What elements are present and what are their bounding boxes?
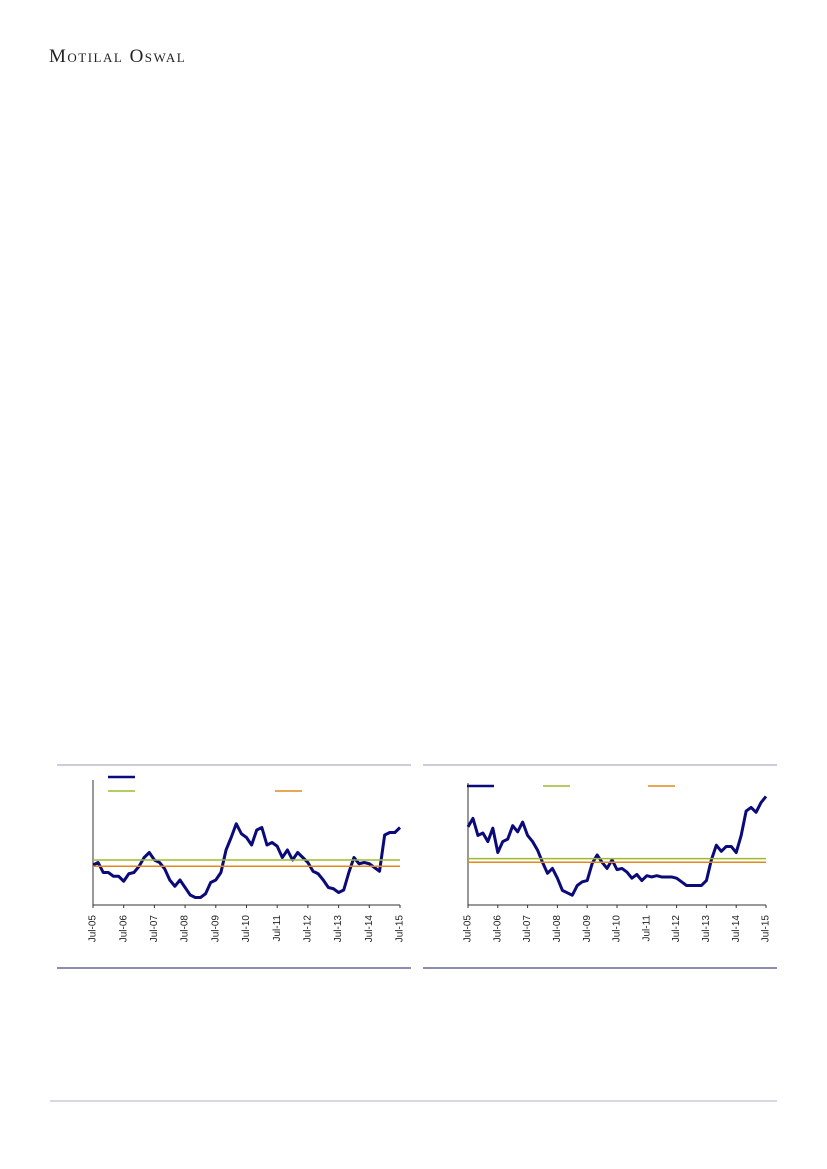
x-tick-label: Jul-15 bbox=[395, 915, 406, 943]
data-line bbox=[466, 795, 768, 897]
x-tick-label: Jul-05 bbox=[463, 915, 474, 943]
x-tick-label: Jul-06 bbox=[492, 915, 503, 943]
x-tick-label: Jul-07 bbox=[522, 915, 533, 943]
x-tick-label: Jul-11 bbox=[641, 915, 652, 942]
x-tick-label: Jul-09 bbox=[582, 915, 593, 943]
x-tick-label: Jul-14 bbox=[364, 915, 375, 943]
x-tick-label: Jul-12 bbox=[671, 915, 682, 943]
x-tick-label: Jul-08 bbox=[552, 915, 563, 943]
x-tick-label: Jul-12 bbox=[303, 915, 314, 943]
x-tick-label: Jul-10 bbox=[241, 915, 252, 943]
x-tick-label: Jul-11 bbox=[272, 915, 283, 942]
data-line bbox=[92, 822, 402, 899]
logo: Motilal Oswal bbox=[49, 46, 187, 67]
x-tick-label: Jul-08 bbox=[180, 915, 191, 943]
x-tick-label: Jul-15 bbox=[761, 915, 772, 943]
x-tick-label: Jul-07 bbox=[149, 915, 160, 943]
x-tick-label: Jul-14 bbox=[731, 915, 742, 943]
x-tick-label: Jul-10 bbox=[612, 915, 623, 943]
x-tick-label: Jul-05 bbox=[88, 915, 99, 943]
x-tick-label: Jul-13 bbox=[333, 915, 344, 943]
x-tick-label: Jul-09 bbox=[210, 915, 221, 943]
x-tick-label: Jul-13 bbox=[701, 915, 712, 943]
x-tick-label: Jul-06 bbox=[118, 915, 129, 943]
